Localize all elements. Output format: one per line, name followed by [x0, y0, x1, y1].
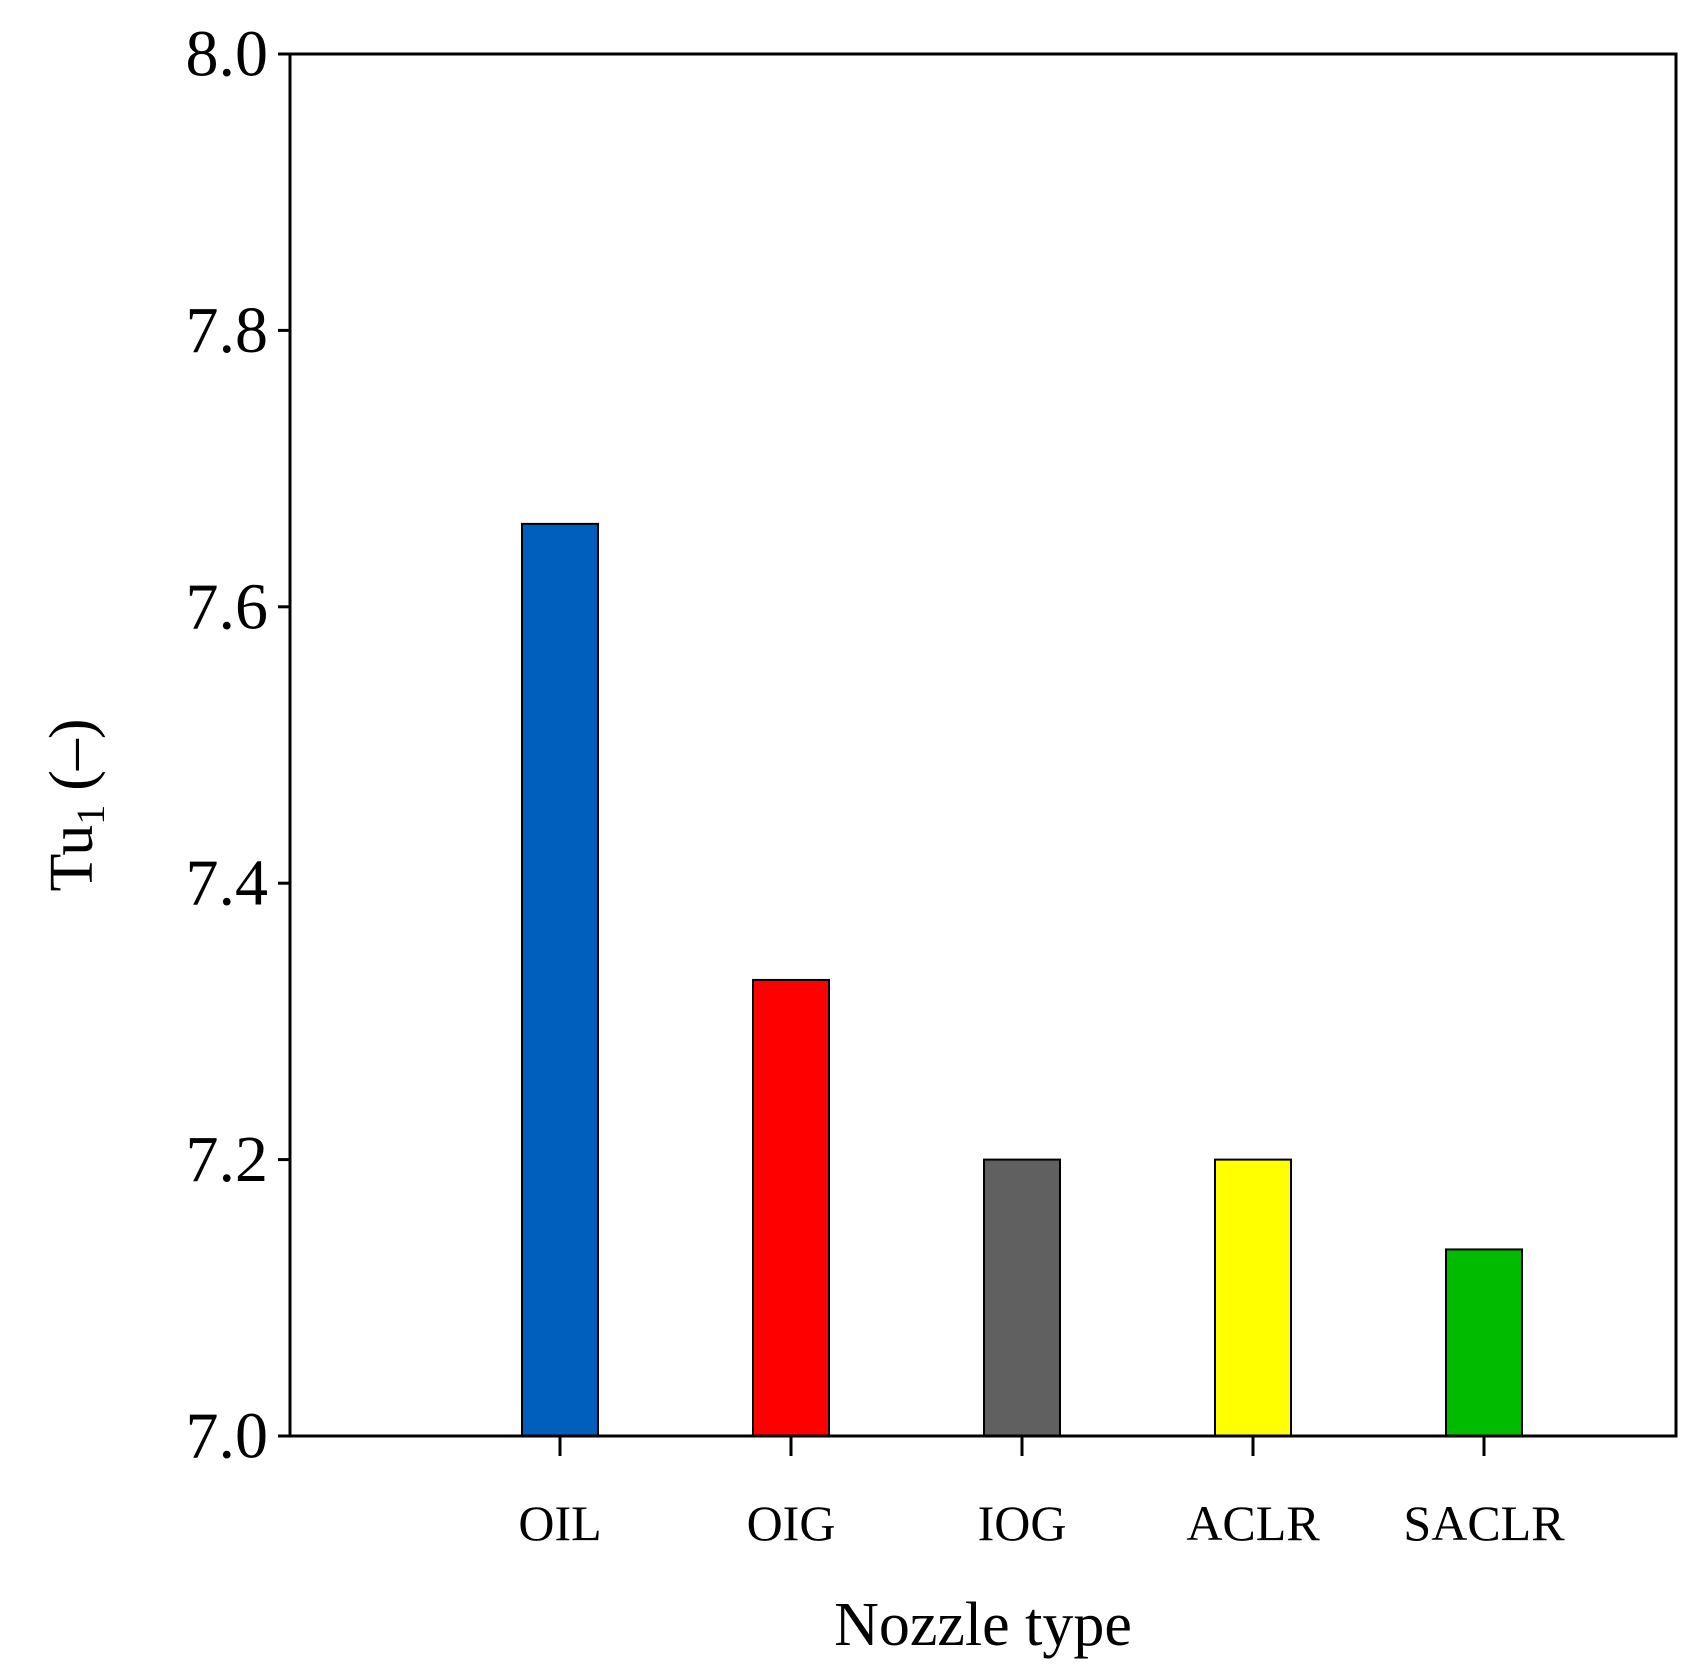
y-tick-label: 7.4 [186, 847, 269, 920]
y-tick-label: 7.8 [186, 294, 269, 367]
y-axis-title-subscript: 1 [68, 805, 113, 825]
plot-frame [288, 52, 1678, 1438]
x-tick-label-aclr: ACLR [1186, 1495, 1320, 1551]
bar-iog [983, 1158, 1061, 1437]
x-axis-title: Nozzle type [834, 1591, 1132, 1659]
x-tick-label-oig: OIG [747, 1495, 836, 1551]
y-axis-title-unit: (–) [38, 719, 106, 791]
y-tick-label: 7.6 [186, 570, 269, 643]
y-axis-title: Tu1 (–) [38, 719, 113, 892]
y-tick-label: 8.0 [186, 18, 269, 91]
bar-oil [521, 522, 599, 1437]
bar-oig [752, 978, 830, 1437]
y-tick-label: 7.0 [186, 1400, 269, 1473]
y-axis-title-main: Tu [38, 825, 106, 892]
y-tick-label: 7.2 [186, 1123, 269, 1196]
bar-saclr [1445, 1248, 1523, 1438]
x-tick-label-iog: IOG [978, 1495, 1067, 1551]
x-axis: OIL OIG IOG ACLR SACLR [518, 1436, 1565, 1551]
x-tick-label-saclr: SACLR [1403, 1495, 1565, 1551]
bar-aclr [1214, 1158, 1292, 1437]
x-tick-label-oil: OIL [518, 1495, 601, 1551]
bars-group [521, 522, 1523, 1438]
y-axis: 7.0 7.2 7.4 7.6 7.8 8.0 [186, 18, 290, 1473]
